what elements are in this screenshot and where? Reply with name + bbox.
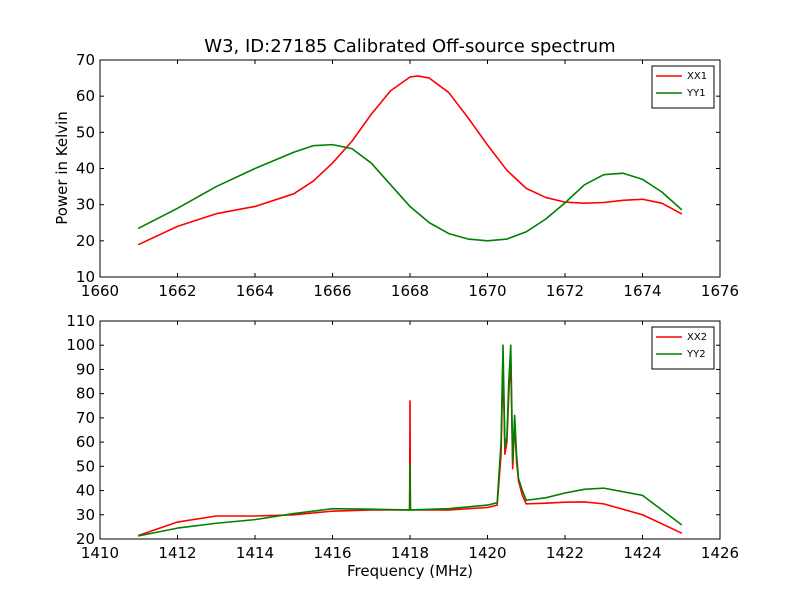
x-tick-label: 1660 bbox=[81, 282, 119, 300]
x-axis-label: Frequency (MHz) bbox=[347, 562, 473, 580]
x-tick-label: 1412 bbox=[158, 544, 196, 562]
legend-label-yy1: YY1 bbox=[686, 88, 706, 99]
series-line-yy1 bbox=[137, 143, 683, 242]
x-tick-label: 1422 bbox=[546, 544, 584, 562]
y-tick-label: 110 bbox=[66, 312, 95, 330]
x-tick-label: 1668 bbox=[391, 282, 429, 300]
y-tick-label: 70 bbox=[76, 51, 95, 69]
y-tick-label: 10 bbox=[76, 268, 95, 286]
y-tick-label: 70 bbox=[76, 409, 95, 427]
x-tick-label: 1410 bbox=[81, 544, 119, 562]
y-tick-label: 20 bbox=[76, 530, 95, 548]
y-tick-label: 100 bbox=[66, 336, 95, 354]
x-tick-label: 1426 bbox=[701, 544, 739, 562]
y-tick-label: 90 bbox=[76, 360, 95, 378]
y-tick-label: 30 bbox=[76, 196, 95, 214]
bottom-plot-panel: Frequency (MHz) 1410 1412 1414 1416 1418 1420… bbox=[66, 312, 739, 580]
y-tick-label: 40 bbox=[76, 160, 95, 178]
legend-label-xx2: XX2 bbox=[687, 332, 707, 343]
series-line-yy2 bbox=[137, 344, 683, 537]
x-tick-label: 1674 bbox=[623, 282, 661, 300]
plot-area bbox=[100, 60, 720, 277]
top-plot-panel: W3, ID:27185 Calibrated Off-source spect… bbox=[53, 36, 739, 300]
x-tick-label: 1662 bbox=[158, 282, 196, 300]
legend-box bbox=[651, 65, 715, 109]
x-tick-label: 1664 bbox=[236, 282, 274, 300]
y-tick-label: 50 bbox=[76, 457, 95, 475]
x-tick-label: 1420 bbox=[468, 544, 506, 562]
y-axis-label: Power in Kelvin bbox=[53, 111, 71, 225]
y-tick-label: 80 bbox=[76, 385, 95, 403]
y-tick-label: 20 bbox=[76, 232, 95, 250]
x-tick-label: 1416 bbox=[313, 544, 351, 562]
y-tick-label: 50 bbox=[76, 123, 95, 141]
y-tick-label: 60 bbox=[76, 433, 95, 451]
legend-box bbox=[651, 326, 715, 370]
legend-label-xx1: XX1 bbox=[687, 71, 707, 82]
legend-label-yy2: YY2 bbox=[686, 349, 706, 360]
y-tick-label: 60 bbox=[76, 87, 95, 105]
x-tick-label: 1666 bbox=[313, 282, 351, 300]
x-tick-label: 1414 bbox=[236, 544, 274, 562]
x-tick-label: 1670 bbox=[468, 282, 506, 300]
chart-title: W3, ID:27185 Calibrated Off-source spect… bbox=[204, 36, 615, 57]
series-line-xx2 bbox=[137, 356, 683, 537]
x-tick-label: 1424 bbox=[623, 544, 661, 562]
series-line-xx1 bbox=[137, 75, 683, 246]
x-tick-label: 1676 bbox=[701, 282, 739, 300]
y-tick-label: 30 bbox=[76, 506, 95, 524]
y-tick-label: 40 bbox=[76, 482, 95, 500]
x-tick-label: 1672 bbox=[546, 282, 584, 300]
x-tick-label: 1418 bbox=[391, 544, 429, 562]
